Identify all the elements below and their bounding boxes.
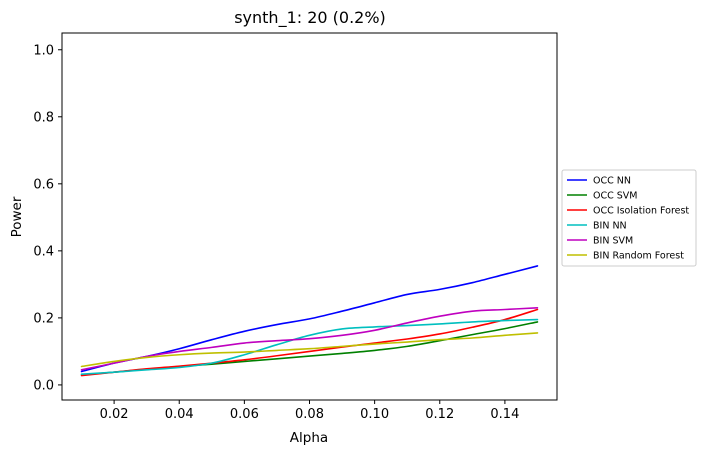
legend-label-4: BIN SVM (593, 236, 633, 247)
y-tick-label: 1.0 (33, 43, 54, 58)
legend-label-3: BIN NN (593, 221, 627, 232)
y-tick-label: 0.6 (33, 177, 54, 192)
legend-label-1: OCC SVM (593, 191, 638, 202)
legend-label-2: OCC Isolation Forest (593, 206, 689, 217)
x-tick-label: 0.14 (490, 407, 519, 422)
x-axis-label: Alpha (290, 430, 328, 446)
y-tick-label: 0.2 (33, 311, 54, 326)
series-layer (80, 265, 539, 377)
x-tick-label: 0.12 (425, 407, 454, 422)
x-tick-label: 0.02 (100, 407, 129, 422)
x-tick-label: 0.10 (360, 407, 389, 422)
y-axis: 0.0 0.2 0.4 0.6 0.8 1.0 (33, 43, 62, 393)
plot-area-frame (61, 32, 558, 401)
y-tick-label: 0.8 (33, 110, 54, 125)
x-tick-label: 0.04 (165, 407, 194, 422)
series-line-4 (80, 307, 539, 371)
chart-title: synth_1: 20 (0.2%) (234, 8, 386, 28)
legend-frame (561, 169, 697, 267)
x-tick-label: 0.06 (230, 407, 259, 422)
series-line-5 (80, 332, 539, 368)
x-axis: 0.02 0.04 0.06 0.08 0.10 0.12 0.14 (100, 400, 519, 422)
series-line-3 (80, 318, 539, 375)
y-tick-label: 0.0 (33, 378, 54, 393)
x-tick-label: 0.08 (295, 407, 324, 422)
series-line-2 (80, 308, 539, 377)
legend: OCC NN OCC SVM OCC Isolation Forest BIN NN B… (561, 169, 697, 267)
legend-label-0: OCC NN (593, 176, 631, 187)
legend-label-5: BIN Random Forest (593, 251, 684, 262)
y-tick-label: 0.4 (33, 244, 54, 259)
y-axis-label: Power (9, 196, 25, 237)
